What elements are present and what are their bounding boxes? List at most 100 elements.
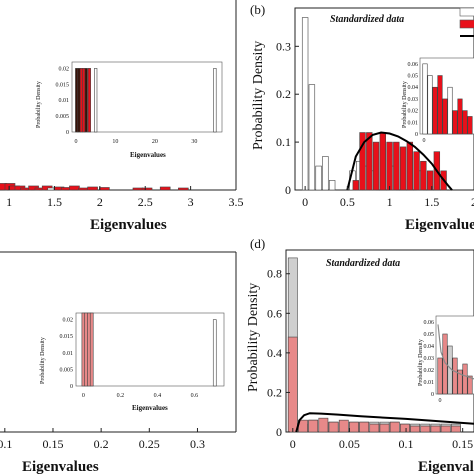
- panel-b-x-tick-label: 2: [471, 195, 474, 209]
- panel-a-inset: 0 0.005 0.01 0.015 0.02 0 10 20 30 Probability …: [36, 61, 223, 159]
- panel-d-y-tick-label: 0.6: [267, 306, 282, 320]
- panel-d-red-bar: [287, 336, 298, 433]
- panel-c-x-ticks: 0.1 0.15 0.2 0.25 0.3: [0, 428, 205, 451]
- panel-c-inset-y-ticks: 0 0.005 0.01 0.015 0.02: [60, 318, 74, 390]
- panel-d-red-bar: [369, 423, 380, 433]
- panel-a-x-tick-label: 1: [6, 195, 12, 209]
- panel-d-red-bar: [450, 425, 461, 433]
- panel-d-y-tick-label: 0.4: [267, 346, 282, 360]
- panel-d-red-bar: [400, 423, 410, 433]
- panel-b-label: (b): [250, 2, 265, 17]
- panel-b-x-tick-label: 1: [387, 195, 393, 209]
- panel-c-inset-frame: [75, 312, 225, 387]
- panel-d-bars: [287, 257, 461, 433]
- panel-c-inset-x-tick-label: 0.2: [117, 393, 125, 399]
- panel-b-inset-bar: [432, 86, 438, 135]
- panel-a-x-tick-label: 3.5: [229, 195, 244, 209]
- panel-d-inset-bars: [437, 333, 473, 395]
- panel-d-label: (d): [250, 236, 265, 251]
- panel-d-y-label: Probability Density: [246, 283, 261, 392]
- panel-b-y-ticks: 0 0.1 0.2 0.3: [276, 39, 299, 197]
- panel-b-inset-y-tick-label: 0.02: [408, 109, 419, 115]
- panel-c-x-label: Eigenvalues: [22, 459, 99, 474]
- panel-c-inset-y-tick-label: 0: [70, 384, 73, 390]
- panel-a-x-tick-label: 2.5: [138, 195, 153, 209]
- panel-b-inset-y-ticks: 0 0.01 0.02 0.03 0.04 0.05 0.06: [408, 62, 419, 138]
- panel-b-inset-y-tick-label: 0: [415, 132, 418, 138]
- panel-b-inset-bar: [467, 116, 473, 135]
- panel-b-annotation: Standardized data: [330, 14, 404, 25]
- panel-b-white-bar: [301, 17, 309, 191]
- panel-d-x-tick-label: 0.1: [399, 437, 414, 451]
- panel-d-y-tick-label: 0.2: [267, 385, 282, 399]
- panel-b-inset-y-tick-label: 0.05: [408, 74, 419, 80]
- panel-b-white-bar: [328, 180, 336, 191]
- panel-b-red-bar: [359, 132, 366, 191]
- panel-d-red-bar: [379, 423, 390, 433]
- panel-c-inset-bar: [89, 312, 94, 387]
- panel-a-bars: [0, 183, 189, 191]
- panel-d-red-bar: [389, 421, 400, 433]
- panel-d-x-ticks: 0 0.05 0.1 0.15: [290, 428, 473, 451]
- panel-b-fit-curve: [346, 131, 453, 191]
- panel-a: 1 1.5 2 2.5 3 3.5 Eigenvalues 0 0.005 0.01 0.015…: [0, 0, 244, 233]
- panel-a-inset-bar: [94, 68, 98, 133]
- panel-b-red-bar: [406, 141, 414, 191]
- panel-a-inset-bars: [75, 68, 217, 133]
- panel-a-inset-bar: [84, 68, 88, 133]
- panel-d-red-bar: [420, 425, 431, 433]
- panel-b-inset-bar: [447, 86, 453, 135]
- panel-c-inset: 0 0.005 0.01 0.015 0.02 0 0.2 0.4 0.6 Probabili…: [40, 312, 225, 412]
- panel-a-inset-x-tick-label: 20: [152, 139, 158, 145]
- panel-a-inset-bar: [87, 68, 91, 133]
- panel-d-inset-y-ticks: 0 0.01 0.02 0.03 0.04 0.05 0.06: [424, 320, 435, 398]
- panel-a-inset-y-tick-label: 0.015: [56, 82, 70, 88]
- panel-a-x-tick-label: 2: [97, 195, 103, 209]
- panel-c-inset-bar: [212, 319, 217, 387]
- panel-b-inset-y-tick-label: 0.03: [408, 97, 419, 103]
- panel-d-red-bar: [338, 419, 349, 433]
- panel-a-bar: [178, 187, 189, 191]
- panel-d-x-tick-label: 0.15: [452, 437, 473, 451]
- panel-a-inset-x-tick-label: 10: [112, 139, 118, 145]
- panel-b-inset-bar: [452, 110, 458, 135]
- panel-b-y-tick-label: 0: [285, 183, 291, 197]
- panel-a-bar: [99, 187, 110, 191]
- panel-b-inset-bars: [422, 63, 473, 135]
- panel-b-inset-bar: [442, 98, 448, 135]
- panel-a-inset-x-tick-label: 30: [191, 139, 197, 145]
- panel-c-inset-y-tick-label: 0.01: [63, 351, 74, 357]
- panel-d-inset-y-tick-label: 0.01: [424, 380, 435, 386]
- panel-b-x-tick-label: 0: [302, 195, 308, 209]
- panel-d-inset-bar: [457, 369, 463, 395]
- panel-d-inset-y-tick-label: 0: [431, 392, 434, 398]
- panel-c-x-tick-label: 0.25: [139, 437, 160, 451]
- panel-b-inset-x-ticks: 0: [423, 138, 426, 144]
- panel-a-inset-y-tick-label: 0: [66, 130, 69, 136]
- panel-d-red-bar: [410, 425, 421, 433]
- panel-b-y-tick-label: 0.3: [276, 39, 291, 53]
- panel-b-x-ticks: 0 0.5 1 1.5 2: [302, 186, 474, 209]
- panel-a-inset-y-label: Probability Density: [36, 81, 42, 128]
- panel-d-red-bar: [328, 421, 339, 433]
- panel-c-inset-y-tick-label: 0.02: [63, 318, 74, 324]
- panel-a-x-label: Eigenvalues: [90, 217, 167, 233]
- legend-red-swatch: [459, 19, 474, 29]
- panel-d-inset-curve: [437, 324, 474, 380]
- panel-d-inset-y-tick-label: 0.05: [424, 332, 435, 338]
- panel-b-inset: 0 0.01 0.02 0.03 0.04 0.05 0.06 0 Probability …: [402, 57, 474, 144]
- panel-b-y-tick-label: 0.1: [276, 135, 291, 149]
- panel-a-inset-y-tick-label: 0.01: [59, 98, 70, 104]
- panel-a-inset-x-ticks: 0 10 20 30: [74, 139, 197, 145]
- panel-b-inset-y-tick-label: 0.01: [408, 120, 419, 126]
- panel-b-inset-y-label: Probability Density: [402, 81, 408, 128]
- panel-d: 0 0.2 0.4 0.6 0.8 0 0.05 0.1 0.15 (d) Standardi…: [246, 236, 474, 474]
- panel-b-red-bar: [426, 170, 434, 191]
- panel-a-bar: [159, 186, 171, 191]
- panel-a-inset-x-tick-label: 0: [74, 139, 77, 145]
- panel-d-x-tick-label: 0: [290, 437, 296, 451]
- panel-d-red-bar: [318, 417, 329, 433]
- panel-d-x-tick-label: 0.05: [339, 437, 360, 451]
- panel-b-inset-bar: [427, 75, 433, 135]
